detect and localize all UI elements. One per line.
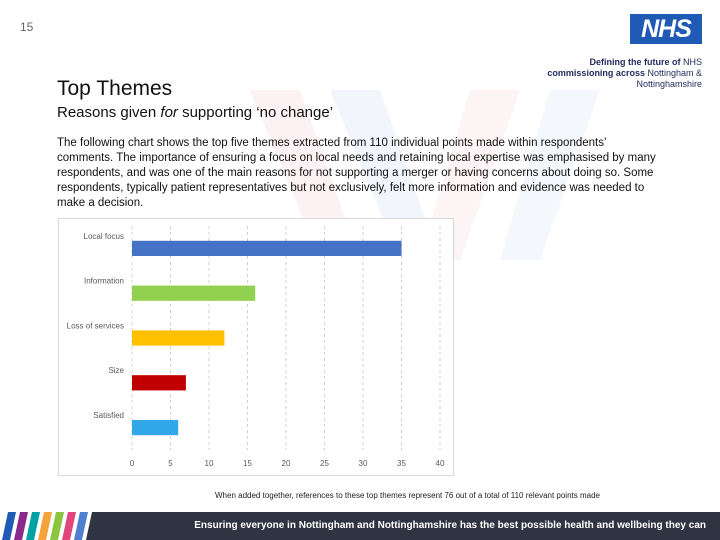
bottom-banner: Ensuring everyone in Nottingham and Nott…: [140, 512, 720, 540]
strapline-bold-2: commissioning across: [547, 68, 645, 78]
strapline-plain-2: Nottingham &: [644, 68, 702, 78]
strapline-line-3: Nottinghamshire: [636, 79, 702, 89]
subtitle-post: supporting ‘no change’: [177, 104, 334, 121]
x-tick-label: 30: [359, 459, 368, 468]
subtitle-pre: Reasons given: [57, 104, 161, 121]
chart-footnote: When added together, references to these…: [215, 491, 600, 500]
chart-frame: [58, 218, 454, 476]
strapline-plain-1: NHS: [680, 57, 702, 67]
bar-2: [132, 330, 225, 346]
x-tick-label: 0: [130, 459, 135, 468]
chart-svg: 0 5 10 15 20 25 30 35 40 Local focus Information Lo…: [58, 218, 454, 476]
bar-1: [132, 285, 256, 301]
page-title: Top Themes: [57, 77, 173, 100]
intro-paragraph: The following chart shows the top five t…: [57, 137, 656, 209]
x-tick-label: 35: [397, 459, 406, 468]
category-label: Size: [108, 366, 124, 375]
category-label: Satisfied: [93, 411, 124, 420]
bar-0: [132, 240, 402, 257]
x-tick-label: 40: [436, 459, 445, 468]
strapline: Defining the future of NHS commissioning…: [472, 57, 702, 90]
category-label: Loss of services: [67, 321, 124, 330]
category-label: Information: [84, 277, 124, 286]
x-tick-label: 15: [243, 459, 252, 468]
x-tick-label: 5: [168, 459, 173, 468]
bar-4: [132, 419, 179, 436]
x-tick-label: 10: [205, 459, 214, 468]
category-label: Local focus: [84, 232, 124, 241]
subtitle-italic: for: [160, 104, 178, 121]
bottom-color-stripes: [2, 512, 140, 540]
bar-3: [132, 375, 186, 391]
x-tick-label: 25: [320, 459, 329, 468]
nhs-logo: NHS: [630, 14, 702, 44]
themes-bar-chart: 0 5 10 15 20 25 30 35 40 Local focus Information Lo…: [58, 218, 454, 476]
page-subtitle: Reasons given for supporting ‘no change’: [57, 104, 333, 121]
strapline-bold-1: Defining the future of: [589, 57, 681, 67]
page-number: 15: [20, 20, 34, 34]
x-tick-label: 20: [282, 459, 291, 468]
